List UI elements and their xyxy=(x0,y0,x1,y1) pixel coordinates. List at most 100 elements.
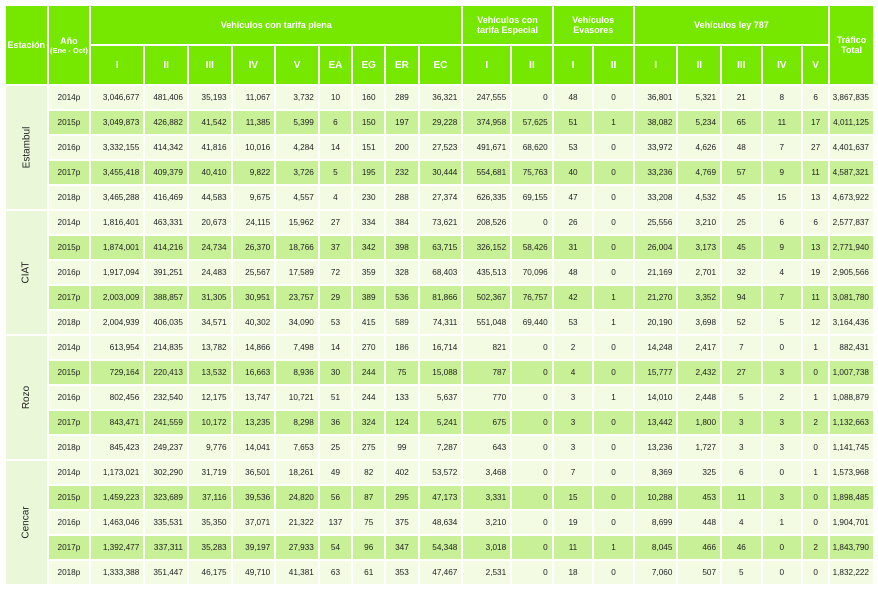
value-cell: 244 xyxy=(353,361,385,384)
value-cell: 12 xyxy=(803,311,829,334)
value-cell: 21,322 xyxy=(276,511,318,534)
value-cell: 3 xyxy=(553,436,593,459)
table-row: 2015p 729,164 220,413 13,532 16,663 8,936 30 24… xyxy=(6,361,873,384)
value-cell: 288 xyxy=(386,186,418,209)
value-cell: 35,193 xyxy=(188,86,231,109)
header-subcategory: V xyxy=(803,46,829,84)
value-cell: 6 xyxy=(319,111,352,134)
value-cell: 3,465,288 xyxy=(91,186,144,209)
year-cell: 2014p xyxy=(48,336,90,359)
value-cell: 15,777 xyxy=(634,361,677,384)
header-subcategory: III xyxy=(188,46,231,84)
value-cell: 0 xyxy=(512,436,552,459)
total-cell: 882,431 xyxy=(830,336,873,359)
value-cell: 3,210 xyxy=(678,211,721,234)
value-cell: 30,444 xyxy=(419,161,462,184)
value-cell: 2,432 xyxy=(678,361,721,384)
header-evasores-line2: Evasores xyxy=(573,25,614,35)
total-cell: 1,832,222 xyxy=(830,561,873,584)
value-cell: 9,822 xyxy=(232,161,275,184)
value-cell: 398 xyxy=(386,236,418,259)
value-cell: 53 xyxy=(319,311,352,334)
header-evasores: Vehículos Evasores xyxy=(553,6,633,44)
value-cell: 54,348 xyxy=(419,536,462,559)
value-cell: 10,172 xyxy=(188,411,231,434)
year-cell: 2014p xyxy=(48,461,90,484)
value-cell: 5,637 xyxy=(419,386,462,409)
value-cell: 11 xyxy=(762,111,802,134)
header-subcategory: II xyxy=(594,46,633,84)
value-cell: 13,747 xyxy=(232,386,275,409)
value-cell: 7 xyxy=(762,136,802,159)
total-cell: 1,843,790 xyxy=(830,536,873,559)
value-cell: 17,589 xyxy=(276,261,318,284)
value-cell: 491,671 xyxy=(463,136,511,159)
value-cell: 9 xyxy=(762,161,802,184)
value-cell: 150 xyxy=(353,111,385,134)
value-cell: 47,467 xyxy=(419,561,462,584)
value-cell: 416,469 xyxy=(145,186,187,209)
value-cell: 21 xyxy=(722,86,761,109)
value-cell: 414,216 xyxy=(145,236,187,259)
value-cell: 13,236 xyxy=(634,436,677,459)
year-cell: 2017p xyxy=(48,161,90,184)
value-cell: 34,090 xyxy=(276,311,318,334)
value-cell: 31 xyxy=(553,236,593,259)
header-trafico-total: Tráfico Total xyxy=(830,6,873,84)
value-cell: 770 xyxy=(463,386,511,409)
value-cell: 0 xyxy=(762,536,802,559)
value-cell: 324 xyxy=(353,411,385,434)
value-cell: 325 xyxy=(678,461,721,484)
value-cell: 99 xyxy=(386,436,418,459)
value-cell: 186 xyxy=(386,336,418,359)
year-cell: 2016p xyxy=(48,136,90,159)
value-cell: 613,954 xyxy=(91,336,144,359)
total-cell: 3,164,436 xyxy=(830,311,873,334)
table-row: 2018p 1,333,388 351,447 46,175 49,710 41,381 6… xyxy=(6,561,873,584)
value-cell: 13,782 xyxy=(188,336,231,359)
header-subcategory: I xyxy=(634,46,677,84)
value-cell: 8,298 xyxy=(276,411,318,434)
value-cell: 0 xyxy=(594,336,633,359)
value-cell: 554,681 xyxy=(463,161,511,184)
value-cell: 0 xyxy=(594,86,633,109)
value-cell: 2,004,939 xyxy=(91,311,144,334)
value-cell: 36,501 xyxy=(232,461,275,484)
year-cell: 2014p xyxy=(48,86,90,109)
value-cell: 25,567 xyxy=(232,261,275,284)
total-cell: 1,141,745 xyxy=(830,436,873,459)
value-cell: 1 xyxy=(803,386,829,409)
value-cell: 2 xyxy=(803,411,829,434)
value-cell: 48 xyxy=(553,86,593,109)
value-cell: 536 xyxy=(386,286,418,309)
value-cell: 1 xyxy=(594,311,633,334)
value-cell: 41,381 xyxy=(276,561,318,584)
value-cell: 65 xyxy=(722,111,761,134)
value-cell: 374,958 xyxy=(463,111,511,134)
value-cell: 0 xyxy=(803,361,829,384)
value-cell: 13,235 xyxy=(232,411,275,434)
value-cell: 0 xyxy=(512,411,552,434)
value-cell: 232 xyxy=(386,161,418,184)
value-cell: 51 xyxy=(553,111,593,134)
value-cell: 48 xyxy=(722,136,761,159)
value-cell: 802,456 xyxy=(91,386,144,409)
value-cell: 1,459,223 xyxy=(91,486,144,509)
value-cell: 453 xyxy=(678,486,721,509)
value-cell: 74,311 xyxy=(419,311,462,334)
value-cell: 328 xyxy=(386,261,418,284)
value-cell: 16,714 xyxy=(419,336,462,359)
value-cell: 9,776 xyxy=(188,436,231,459)
value-cell: 49 xyxy=(319,461,352,484)
total-cell: 3,867,835 xyxy=(830,86,873,109)
value-cell: 0 xyxy=(594,561,633,584)
value-cell: 0 xyxy=(803,486,829,509)
year-cell: 2016p xyxy=(48,386,90,409)
header-subcategory: I xyxy=(91,46,144,84)
value-cell: 33,236 xyxy=(634,161,677,184)
value-cell: 29 xyxy=(319,286,352,309)
value-cell: 1 xyxy=(803,336,829,359)
value-cell: 35,283 xyxy=(188,536,231,559)
value-cell: 10,721 xyxy=(276,386,318,409)
header-ley-787: Vehículos ley 787 xyxy=(634,6,829,44)
